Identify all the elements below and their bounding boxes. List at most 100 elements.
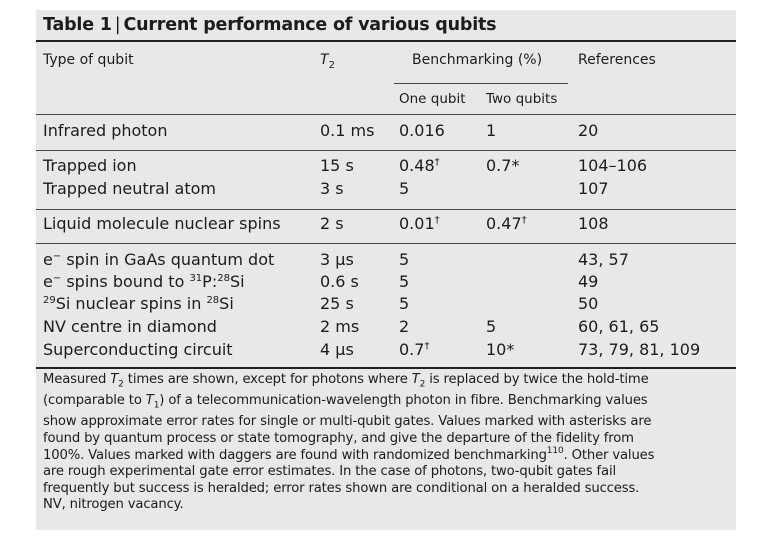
footnote-line: frequently but success is heralded; erro… bbox=[43, 481, 731, 498]
cell-two-qubits-value: 1 bbox=[486, 121, 497, 140]
cell-references: 43, 57 bbox=[578, 250, 629, 269]
table-footnote: Measured T2 times are shown, except for … bbox=[43, 372, 731, 514]
table-bottom-rule bbox=[36, 367, 736, 369]
cell-qubit-type: Trapped ion bbox=[43, 156, 137, 175]
footnote-text: found by quantum process or state tomogr… bbox=[43, 431, 634, 447]
footnote-line: are rough experimental gate error estima… bbox=[43, 464, 731, 481]
group-rule-3 bbox=[36, 243, 736, 244]
cell-t2: 0.1 ms bbox=[320, 121, 375, 140]
t-symbol: T bbox=[411, 372, 420, 387]
cell-references: 108 bbox=[578, 214, 609, 233]
header-type-of-qubit: Type of qubit bbox=[43, 52, 134, 68]
group-rule-1 bbox=[36, 150, 736, 151]
cell-references: 20 bbox=[578, 121, 599, 140]
t-subscript: 2 bbox=[419, 379, 426, 390]
cell-one-qubit: 5 bbox=[399, 272, 409, 291]
qubit-type-text: 28 bbox=[206, 295, 220, 306]
qubit-type-text: Trapped neutral atom bbox=[43, 179, 216, 198]
cell-references: 107 bbox=[578, 179, 609, 198]
cell-references: 49 bbox=[578, 272, 599, 291]
cell-t2: 2 ms bbox=[320, 317, 360, 336]
group-rule-2 bbox=[36, 209, 736, 210]
dagger-mark: † bbox=[424, 341, 430, 352]
cell-one-qubit-value: 0.48 bbox=[399, 156, 435, 175]
cell-t2: 25 s bbox=[320, 294, 354, 313]
cell-one-qubit: 0.01† bbox=[399, 214, 440, 233]
footnote-text: frequently but success is heralded; erro… bbox=[43, 480, 640, 496]
cell-two-qubits-value: 0.47 bbox=[486, 214, 522, 233]
qubit-type-text: Infrared photon bbox=[43, 121, 168, 140]
cell-one-qubit: 5 bbox=[399, 250, 409, 269]
cell-t2: 3 µs bbox=[320, 250, 354, 269]
cell-qubit-type: Superconducting circuit bbox=[43, 340, 233, 359]
cell-one-qubit-value: 5 bbox=[399, 250, 410, 269]
footnote-text: NV, nitrogen vacancy. bbox=[43, 497, 184, 513]
cell-two-qubits: 0.7* bbox=[486, 156, 519, 175]
qubit-type-text: Si nuclear spins in bbox=[55, 294, 207, 313]
qubit-type-text: e bbox=[43, 250, 53, 269]
cell-two-qubits: 5 bbox=[486, 317, 496, 336]
benchmarking-underline bbox=[394, 83, 568, 84]
t-symbol: T bbox=[145, 393, 154, 409]
cell-qubit-type: Liquid molecule nuclear spins bbox=[43, 214, 281, 233]
qubit-type-text: Liquid molecule nuclear spins bbox=[43, 214, 281, 233]
cell-one-qubit: 5 bbox=[399, 179, 409, 198]
cell-one-qubit-value: 0.01 bbox=[399, 214, 435, 233]
qubit-type-text: 31 bbox=[189, 273, 203, 284]
cell-two-qubits: 10* bbox=[486, 340, 514, 359]
qubit-type-text: e bbox=[43, 272, 53, 291]
table-caption: Current performance of various qubits bbox=[123, 15, 497, 35]
t-symbol: T bbox=[110, 372, 119, 387]
cell-one-qubit: 0.016 bbox=[399, 121, 445, 140]
footnote-text: 100%. Values marked with daggers are fou… bbox=[43, 447, 547, 463]
header-two-qubits: Two qubits bbox=[486, 91, 558, 107]
cell-one-qubit-value: 0.7 bbox=[399, 340, 425, 359]
title-separator: | bbox=[114, 15, 121, 35]
cell-two-qubits-value: 5 bbox=[486, 317, 497, 336]
qubit-type-text: Si bbox=[229, 272, 245, 291]
cell-references: 50 bbox=[578, 294, 599, 313]
footnote-text: (comparable to bbox=[43, 393, 146, 409]
qubit-type-text: Trapped ion bbox=[43, 156, 137, 175]
cell-qubit-type: NV centre in diamond bbox=[43, 317, 217, 336]
cell-two-qubits: 1 bbox=[486, 121, 496, 140]
cell-one-qubit: 5 bbox=[399, 294, 409, 313]
qubit-type-text: − bbox=[52, 251, 62, 262]
footnote-line: (comparable to T1) of a telecommunicatio… bbox=[43, 393, 731, 414]
cell-one-qubit-value: 2 bbox=[399, 317, 410, 336]
dagger-mark: † bbox=[434, 157, 440, 168]
cell-two-qubits-value: 10* bbox=[486, 340, 515, 359]
header-one-qubit: One qubit bbox=[399, 91, 466, 107]
header-rule bbox=[36, 114, 736, 115]
cell-qubit-type: e− spins bound to 31P:28Si bbox=[43, 272, 245, 291]
cell-qubit-type: 29Si nuclear spins in 28Si bbox=[43, 294, 234, 313]
cell-t2: 0.6 s bbox=[320, 272, 359, 291]
qubit-type-text: 29 bbox=[43, 295, 56, 306]
qubit-type-text: P: bbox=[202, 272, 218, 291]
table-number: Table 1 bbox=[43, 15, 112, 35]
cell-qubit-type: Trapped neutral atom bbox=[43, 179, 216, 198]
cell-one-qubit-value: 0.016 bbox=[399, 121, 445, 140]
cell-references: 73, 79, 81, 109 bbox=[578, 340, 701, 359]
footnote-text: show approximate error rates for single … bbox=[43, 414, 652, 430]
qubit-type-text: Si bbox=[219, 294, 234, 313]
qubit-type-text: 28 bbox=[217, 273, 230, 284]
qubit-type-text: spin in GaAs quantum dot bbox=[61, 250, 275, 269]
qubit-type-text: NV centre in diamond bbox=[43, 317, 217, 336]
cell-t2: 15 s bbox=[320, 156, 354, 175]
footnote-line: Measured T2 times are shown, except for … bbox=[43, 372, 731, 393]
footnote-text: is replaced by twice the hold-time bbox=[425, 372, 649, 387]
footnote-text: ) of a telecommunication-wavelength phot… bbox=[159, 393, 648, 409]
footnote-line: found by quantum process or state tomogr… bbox=[43, 431, 731, 448]
footnote-line: show approximate error rates for single … bbox=[43, 414, 731, 431]
footnote-text: are rough experimental gate error estima… bbox=[43, 464, 616, 480]
header-references: References bbox=[578, 52, 656, 68]
cell-one-qubit: 0.48† bbox=[399, 156, 440, 175]
footnote-text: times are shown, except for photons wher… bbox=[123, 372, 412, 387]
cell-one-qubit-value: 5 bbox=[399, 272, 410, 291]
cell-one-qubit-value: 5 bbox=[399, 179, 410, 198]
citation-superscript: 110 bbox=[546, 445, 564, 456]
cell-qubit-type: e− spin in GaAs quantum dot bbox=[43, 250, 274, 269]
cell-references: 60, 61, 65 bbox=[578, 317, 660, 336]
table-title-bar: Table 1 | Current performance of various q… bbox=[36, 10, 736, 42]
